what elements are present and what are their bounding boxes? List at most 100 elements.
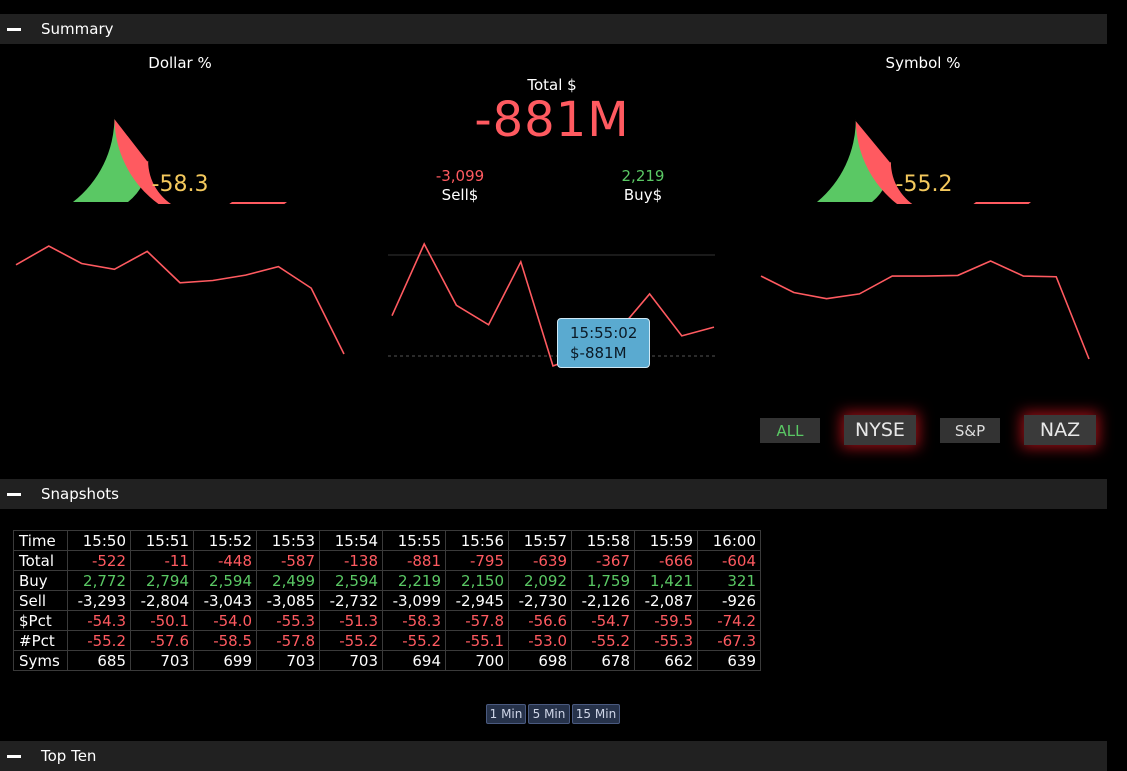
table-cell: -55.2 <box>571 630 635 651</box>
total-dollar-chart-series-line <box>391 242 715 368</box>
table-cell: -54.7 <box>571 610 635 631</box>
symbol-pct-chart-marks <box>760 260 1090 360</box>
table-cell: -2,087 <box>634 590 698 611</box>
dollar-pct-chart <box>15 245 345 355</box>
snapshots-section-header[interactable]: Snapshots <box>0 479 1107 509</box>
table-row-label: #Pct <box>13 630 68 651</box>
table-cell: -55.2 <box>67 630 131 651</box>
topten-section-header[interactable]: Top Ten <box>0 741 1107 771</box>
table-row: Total -522 -11 -448 -587 -138 -881 -795 -639 -367… <box>13 550 761 571</box>
table-cell: 685 <box>67 650 131 671</box>
table-header-cell: 16:00 <box>697 530 761 551</box>
collapse-icon[interactable] <box>7 28 21 31</box>
table-cell: 703 <box>130 650 194 671</box>
collapse-icon[interactable] <box>7 755 21 758</box>
table-cell: -3,293 <box>67 590 131 611</box>
chart-tooltip: 15:55:02 $-881M <box>557 318 651 368</box>
table-cell: -2,126 <box>571 590 635 611</box>
table-cell: 2,594 <box>193 570 257 591</box>
table-cell: -367 <box>571 550 635 571</box>
table-cell: 2,594 <box>319 570 383 591</box>
table-cell: -55.3 <box>256 610 320 631</box>
table-header-cell: Time <box>13 530 68 551</box>
table-row-label: Buy <box>13 570 68 591</box>
table-cell: -881 <box>382 550 446 571</box>
market-all-button[interactable]: ALL <box>760 418 820 443</box>
table-header-cell: 15:50 <box>67 530 131 551</box>
table-cell: -3,085 <box>256 590 320 611</box>
table-header-cell: 15:53 <box>256 530 320 551</box>
table-cell: -55.3 <box>634 630 698 651</box>
dollar-pct-chart-series-line <box>15 245 345 355</box>
table-cell: 662 <box>634 650 698 671</box>
symbol-pct-chart <box>760 260 1090 360</box>
interval-5min-button[interactable]: 5 Min <box>528 704 570 724</box>
interval-15min-button[interactable]: 15 Min <box>572 704 620 724</box>
symbol-gauge-value: -55.2 <box>895 172 953 197</box>
table-cell: -56.6 <box>508 610 572 631</box>
total-label: Total $ <box>527 76 577 94</box>
table-header-cell: 15:51 <box>130 530 194 551</box>
dollar-pct-chart-marks <box>15 245 345 355</box>
table-cell: 1,759 <box>571 570 635 591</box>
symbol-gauge-title: Symbol % <box>885 54 961 72</box>
table-row-label: $Pct <box>13 610 68 631</box>
summary-section-header[interactable]: Summary <box>0 14 1107 44</box>
table-cell: 2,092 <box>508 570 572 591</box>
dollar-gauge-value: -58.3 <box>151 172 209 197</box>
table-cell: 1,421 <box>634 570 698 591</box>
dollar-gauge-title: Dollar % <box>148 54 212 72</box>
table-cell: -926 <box>697 590 761 611</box>
table-cell: 2,794 <box>130 570 194 591</box>
table-cell: -795 <box>445 550 509 571</box>
table-cell: -74.2 <box>697 610 761 631</box>
table-header-cell: 15:55 <box>382 530 446 551</box>
table-header-cell: 15:56 <box>445 530 509 551</box>
table-cell: -11 <box>130 550 194 571</box>
total-dollar-chart-marks <box>391 242 715 368</box>
tooltip-time: 15:55:02 <box>570 324 638 342</box>
table-cell: -57.8 <box>256 630 320 651</box>
table-cell: -54.3 <box>67 610 131 631</box>
table-cell: -57.6 <box>130 630 194 651</box>
table-cell: 321 <box>697 570 761 591</box>
table-cell: 699 <box>193 650 257 671</box>
table-row-label: Sell <box>13 590 68 611</box>
total-dollar-chart[interactable] <box>388 240 718 370</box>
summary-title: Summary <box>41 20 114 38</box>
table-cell: -59.5 <box>634 610 698 631</box>
market-nyse-button[interactable]: NYSE <box>844 415 916 445</box>
table-cell: -2,732 <box>319 590 383 611</box>
table-cell: 2,772 <box>67 570 131 591</box>
market-naz-button[interactable]: NAZ <box>1024 415 1096 445</box>
table-cell: -448 <box>193 550 257 571</box>
table-cell: -3,043 <box>193 590 257 611</box>
table-row: $Pct -54.3 -50.1 -54.0 -55.3 -51.3 -58.3 -57.8-… <box>13 610 761 631</box>
symbol-gauge <box>817 118 1031 204</box>
table-cell: -2,730 <box>508 590 572 611</box>
table-cell: 694 <box>382 650 446 671</box>
table-row: #Pct -55.2 -57.6 -58.5 -57.8 -55.2 -55.2 -55.1-… <box>13 630 761 651</box>
market-sp-button[interactable]: S&P <box>940 418 1000 443</box>
table-cell: -58.3 <box>382 610 446 631</box>
table-row: Buy 2,772 2,794 2,594 2,499 2,594 2,219 2,150 2,… <box>13 570 761 591</box>
table-cell: -55.2 <box>382 630 446 651</box>
table-cell: 2,150 <box>445 570 509 591</box>
dollar-gauge-needle <box>113 116 149 162</box>
table-cell: -639 <box>508 550 572 571</box>
table-header-cell: 15:57 <box>508 530 572 551</box>
tooltip-value: $-881M <box>570 344 627 362</box>
table-cell: -587 <box>256 550 320 571</box>
table-header-row: Time 15:50 15:51 15:52 15:53 15:54 15:55 15:56 1… <box>13 530 761 551</box>
collapse-icon[interactable] <box>7 493 21 496</box>
table-cell: -50.1 <box>130 610 194 631</box>
table-cell: -604 <box>697 550 761 571</box>
table-header-cell: 15:54 <box>319 530 383 551</box>
table-cell: -51.3 <box>319 610 383 631</box>
table-cell: -666 <box>634 550 698 571</box>
table-cell: -54.0 <box>193 610 257 631</box>
table-cell: -2,945 <box>445 590 509 611</box>
interval-1min-button[interactable]: 1 Min <box>486 704 526 724</box>
table-cell: -53.0 <box>508 630 572 651</box>
table-cell: -67.3 <box>697 630 761 651</box>
